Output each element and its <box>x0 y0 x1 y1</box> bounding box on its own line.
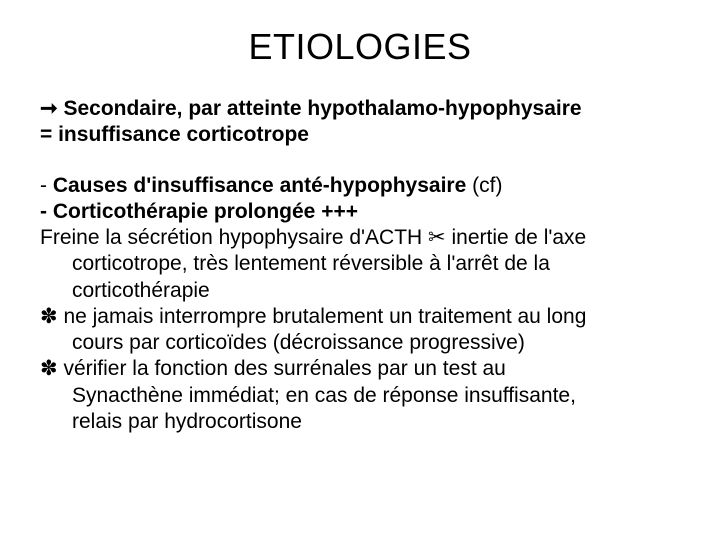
lead-text-1: Secondaire, par atteinte hypothalamo-hyp… <box>63 97 581 120</box>
triangle-bullet-icon: ➞ <box>40 97 58 120</box>
paragraph-3-line-2: corticotrope, très lentement réversible … <box>40 251 680 277</box>
lead-line-2: = insuffisance corticotrope <box>40 122 680 148</box>
page-title: ETIOLOGIES <box>40 26 680 68</box>
bullet-item-2: Corticothérapie prolongée +++ <box>40 199 680 225</box>
p5-a: vérifier la fonction des surrénales par … <box>58 357 506 380</box>
p3-suffix: inertie de l'axe <box>446 226 587 249</box>
paragraph-3-line-1: Freine la sécrétion hypophysaire d'ACTH … <box>40 225 680 251</box>
bullet-item-1: Causes d'insuffisance anté-hypophysaire … <box>40 173 680 199</box>
paragraph-5-line-3: relais par hydrocortisone <box>40 409 680 435</box>
item-1-bold: Causes d'insuffisance anté-hypophysaire <box>53 174 472 197</box>
ornament-icon: ✽ <box>40 305 58 328</box>
lead-block: ➞ Secondaire, par atteinte hypothalamo-h… <box>40 96 680 149</box>
body-block: Causes d'insuffisance anté-hypophysaire … <box>40 173 680 436</box>
ornament-icon: ✽ <box>40 357 58 380</box>
paragraph-4-line-2: cours par corticoïdes (décroissance prog… <box>40 330 680 356</box>
scissors-icon: ✂ <box>428 226 446 249</box>
p3-prefix: Freine la sécrétion hypophysaire d'ACTH <box>40 226 428 249</box>
paragraph-5-line-1: ✽ vérifier la fonction des surrénales pa… <box>40 356 680 382</box>
paragraph-4-line-1: ✽ ne jamais interrompre brutalement un t… <box>40 304 680 330</box>
item-1-rest: (cf) <box>472 174 502 197</box>
paragraph-5-line-2: Synacthène immédiat; en cas de réponse i… <box>40 383 680 409</box>
lead-line-1: ➞ Secondaire, par atteinte hypothalamo-h… <box>40 96 680 122</box>
slide: ETIOLOGIES ➞ Secondaire, par atteinte hy… <box>0 0 720 540</box>
paragraph-3-line-3: corticothérapie <box>40 278 680 304</box>
p4-a: ne jamais interrompre brutalement un tra… <box>58 305 587 328</box>
